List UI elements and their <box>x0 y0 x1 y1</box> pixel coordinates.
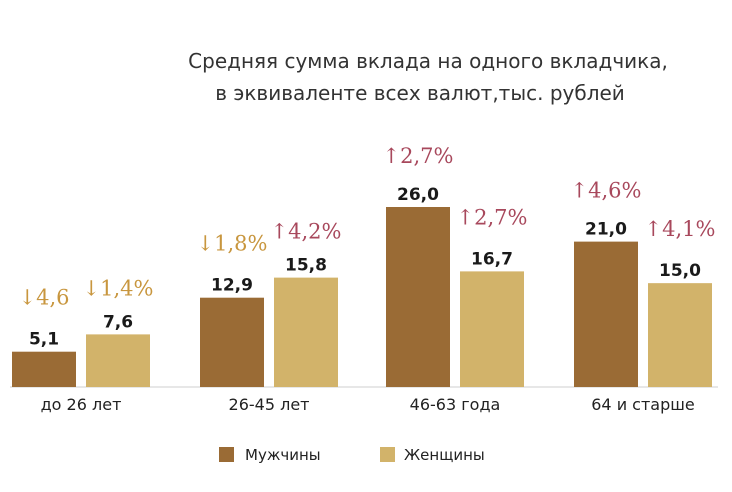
chart-title-line-2: в эквиваленте всех валют,тыс. рублей <box>215 81 625 105</box>
bar-male-2 <box>386 207 450 387</box>
value-label-female-1: 15,8 <box>285 256 327 276</box>
value-label-male-3: 21,0 <box>585 220 627 240</box>
change-label-male-0: ↓4,6 <box>19 286 70 310</box>
change-label-male-3: ↑4,6% <box>571 179 642 203</box>
bars-group <box>12 207 712 387</box>
category-label-0: до 26 лет <box>41 395 122 414</box>
bar-female-0 <box>86 334 150 387</box>
chart-title: Средняя сумма вклада на одного вкладчика… <box>188 49 668 105</box>
value-label-female-3: 15,0 <box>659 261 701 281</box>
value-label-male-1: 12,9 <box>211 276 253 296</box>
value-label-male-2: 26,0 <box>397 185 439 205</box>
legend: Мужчины Женщины <box>219 446 485 464</box>
change-label-female-1: ↑4,2% <box>271 220 342 244</box>
legend-label-male: Мужчины <box>245 446 321 464</box>
bar-female-2 <box>460 271 524 387</box>
value-label-male-0: 5,1 <box>29 330 59 350</box>
bar-female-3 <box>648 283 712 387</box>
legend-swatch-male <box>219 447 234 462</box>
legend-swatch-female <box>380 447 395 462</box>
legend-label-female: Женщины <box>404 446 485 464</box>
value-label-female-0: 7,6 <box>103 312 133 332</box>
category-label-3: 64 и старше <box>591 395 695 414</box>
bar-male-1 <box>200 297 264 387</box>
chart-title-line-1: Средняя сумма вклада на одного вкладчика… <box>188 49 668 73</box>
value-label-female-2: 16,7 <box>471 249 513 269</box>
change-label-male-1: ↓1,8% <box>197 232 268 256</box>
category-labels: до 26 лет 26-45 лет 46-63 года 64 и старше <box>41 395 695 414</box>
bar-male-3 <box>574 241 638 387</box>
change-label-female-2: ↑2,7% <box>457 205 528 229</box>
labels-group: 5,1 ↓4,6 7,6 ↓1,4% 12,9 ↓1,8% 15,8 ↑4,2% 26,0 ↑2,… <box>19 144 716 350</box>
change-label-female-3: ↑4,1% <box>645 217 716 241</box>
bar-male-0 <box>12 351 76 387</box>
change-label-female-0: ↓1,4% <box>83 276 154 300</box>
change-label-male-2: ↑2,7% <box>383 144 454 168</box>
category-label-1: 26-45 лет <box>229 395 310 414</box>
category-label-2: 46-63 года <box>410 395 501 414</box>
bar-female-1 <box>274 277 338 387</box>
